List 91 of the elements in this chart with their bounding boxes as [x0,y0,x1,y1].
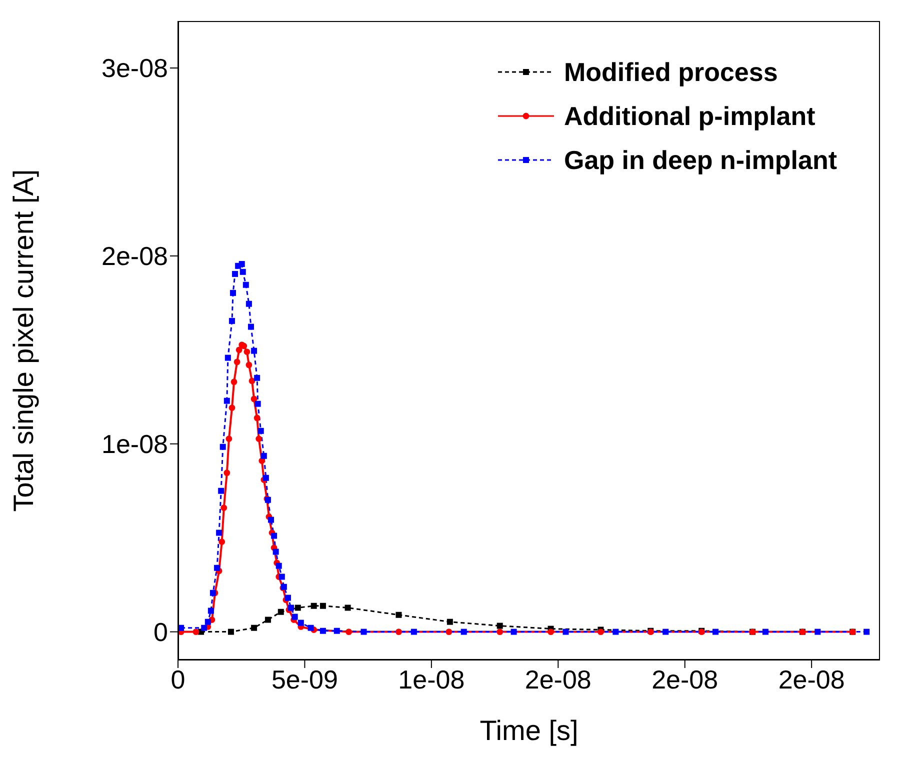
point [292,614,298,620]
point [210,590,216,596]
point [192,628,200,636]
point [410,628,417,635]
point [228,628,234,635]
y-axis-title: Total single pixel current [A] [8,169,39,512]
legend-label: Additional p-implant [564,100,816,132]
point [244,348,250,355]
point [762,628,768,635]
point [251,624,258,631]
point [240,268,246,275]
point [226,436,232,442]
point [224,470,230,476]
point [446,618,453,625]
point [396,628,402,636]
point [271,532,278,539]
x-tick-label: 2e-08 [778,664,845,694]
point [238,261,245,268]
point [284,594,291,601]
x-tick-label: 5e-09 [271,664,338,694]
point [298,620,304,626]
x-axis-title: Time [s] [480,715,578,746]
point [234,358,240,366]
point [248,324,254,330]
point [224,354,231,361]
y-tick-label: 0 [154,617,168,648]
point [208,608,214,614]
x-tick-label: 2e-08 [652,664,718,694]
point [344,604,351,611]
point [288,604,294,611]
point [612,628,619,635]
point [228,318,235,324]
legend-label: Gap in deep n-implant [564,144,837,176]
point [496,622,503,629]
point [276,562,282,569]
x-tick-label: 1e-08 [398,664,465,694]
x-tick-label: 2e-08 [524,664,592,694]
point [246,362,252,368]
point [254,374,260,381]
point [496,628,504,636]
point [510,628,517,635]
y-tick-label: 3e-08 [102,53,168,84]
point [360,628,367,635]
point [334,628,340,634]
point [230,378,238,386]
point [254,400,261,407]
point [204,618,211,625]
y-tick-label: 2e-08 [102,241,168,272]
point [598,628,604,636]
point [220,444,226,450]
point [216,530,222,536]
point [214,564,220,571]
point [251,348,258,354]
y-tick-label: 1e-08 [102,429,168,460]
point [242,282,249,288]
point [230,290,236,296]
point [250,396,258,402]
point [864,628,870,635]
point [218,538,226,545]
point [224,398,230,404]
point [662,628,669,635]
point [310,602,317,609]
point [228,404,236,411]
point [814,628,821,635]
point [396,612,402,618]
point [548,628,554,636]
point [278,574,285,580]
point [712,628,719,635]
point [446,628,452,636]
point [232,270,238,277]
point [308,624,314,631]
point [562,628,569,635]
point [268,516,274,523]
point [294,604,301,611]
point [320,628,326,634]
point [264,616,271,623]
point [260,452,267,459]
point [218,488,224,494]
point [320,602,326,609]
point [258,428,264,434]
point [201,624,208,631]
point [346,628,352,636]
point [254,414,260,422]
point [246,300,252,307]
legend-label: Modified process [564,56,778,88]
point [272,548,279,555]
point [278,608,284,615]
point [236,346,242,354]
point [256,436,262,442]
point [220,504,228,511]
point [460,628,467,635]
